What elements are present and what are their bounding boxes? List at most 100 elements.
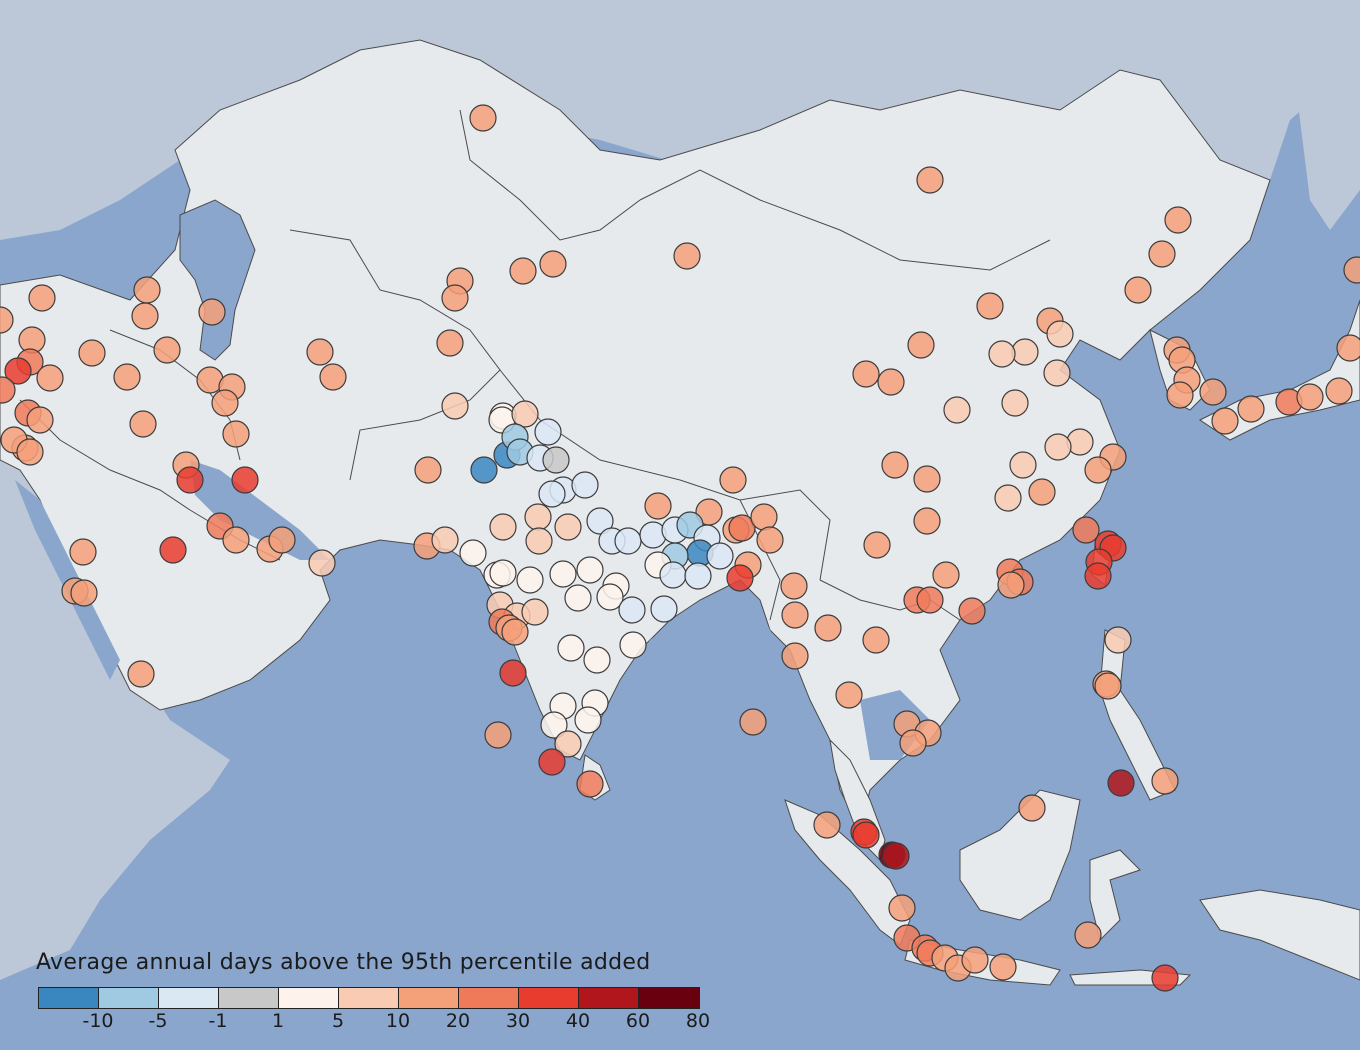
station-marker <box>576 556 604 584</box>
station-marker <box>129 410 157 438</box>
land-sulawesi <box>1089 849 1141 941</box>
legend-tick-label: 10 <box>385 1010 411 1032</box>
station-marker <box>484 721 512 749</box>
station-marker <box>781 601 809 629</box>
station-marker <box>1074 921 1102 949</box>
legend-swatch <box>279 988 339 1008</box>
station-marker <box>524 503 552 531</box>
station-marker <box>131 302 159 330</box>
station-marker <box>1011 338 1039 366</box>
station-marker <box>1094 672 1122 700</box>
legend-swatch <box>219 988 279 1008</box>
station-marker <box>1018 794 1046 822</box>
station-marker <box>961 946 989 974</box>
station-marker <box>750 503 778 531</box>
legend-title: Average annual days above the 95th perce… <box>36 950 651 975</box>
station-marker <box>1237 395 1265 423</box>
station-marker <box>222 526 250 554</box>
outside-land-japan-east <box>1290 0 1360 230</box>
station-marker <box>153 336 181 364</box>
station-marker <box>28 284 56 312</box>
station-marker <box>989 953 1017 981</box>
station-marker <box>756 526 784 554</box>
station-marker <box>994 484 1022 512</box>
station-marker <box>1164 206 1192 234</box>
legend-swatch <box>579 988 639 1008</box>
station-marker <box>540 711 568 739</box>
station-marker <box>70 579 98 607</box>
legend-swatch <box>519 988 579 1008</box>
station-marker <box>877 368 905 396</box>
station-marker <box>997 571 1025 599</box>
station-marker <box>538 748 566 776</box>
station-marker <box>719 466 747 494</box>
station-marker <box>436 329 464 357</box>
station-marker <box>1148 240 1176 268</box>
station-marker <box>863 531 891 559</box>
station-marker <box>1199 378 1227 406</box>
station-marker <box>862 626 890 654</box>
legend-swatch <box>639 988 699 1008</box>
station-marker <box>1151 964 1179 992</box>
caspian-sea <box>179 199 256 361</box>
bay-of-bengal <box>620 590 790 740</box>
station-marker <box>306 338 334 366</box>
station-marker <box>1325 377 1353 405</box>
station-marker <box>1028 478 1056 506</box>
station-marker <box>1044 433 1072 461</box>
legend-swatch <box>339 988 399 1008</box>
station-marker <box>521 598 549 626</box>
legend-swatch <box>159 988 219 1008</box>
station-marker <box>583 646 611 674</box>
station-marker <box>814 614 842 642</box>
station-marker <box>916 166 944 194</box>
station-marker <box>728 514 756 542</box>
station-marker <box>1043 359 1071 387</box>
station-marker <box>571 471 599 499</box>
station-marker <box>431 526 459 554</box>
legend-tick-label: 60 <box>625 1010 651 1032</box>
station-marker <box>574 706 602 734</box>
station-marker <box>534 418 562 446</box>
station-marker <box>459 539 487 567</box>
legend-tick-label: -10 <box>82 1010 114 1032</box>
legend-tick-label: 1 <box>271 1010 285 1032</box>
station-marker <box>899 729 927 757</box>
station-marker <box>881 451 909 479</box>
station-marker <box>932 561 960 589</box>
station-marker <box>916 586 944 614</box>
legend-swatch <box>39 988 99 1008</box>
legend-swatch <box>459 988 519 1008</box>
station-marker <box>781 642 809 670</box>
station-marker <box>176 466 204 494</box>
station-marker <box>650 595 678 623</box>
station-marker <box>26 406 54 434</box>
station-marker <box>586 507 614 535</box>
station-marker <box>69 538 97 566</box>
station-marker <box>739 708 767 736</box>
station-markers <box>0 104 1360 992</box>
station-marker <box>1104 626 1132 654</box>
station-marker <box>501 618 529 646</box>
station-marker <box>1072 516 1100 544</box>
legend-tick-label: 80 <box>685 1010 711 1032</box>
station-marker <box>943 396 971 424</box>
station-marker <box>1211 407 1239 435</box>
station-marker <box>0 306 14 334</box>
station-marker <box>614 527 642 555</box>
station-marker <box>539 250 567 278</box>
legend-swatch <box>399 988 459 1008</box>
station-marker <box>319 363 347 391</box>
legend-color-bar <box>38 987 700 1009</box>
station-marker <box>222 420 250 448</box>
station-marker <box>557 634 585 662</box>
station-marker <box>835 681 863 709</box>
station-marker <box>988 340 1016 368</box>
station-marker <box>511 400 539 428</box>
station-marker <box>1084 562 1112 590</box>
station-marker <box>1336 334 1360 362</box>
station-marker <box>780 572 808 600</box>
legend-tick-label: 5 <box>331 1010 345 1032</box>
station-marker <box>268 526 296 554</box>
station-marker <box>542 446 570 474</box>
